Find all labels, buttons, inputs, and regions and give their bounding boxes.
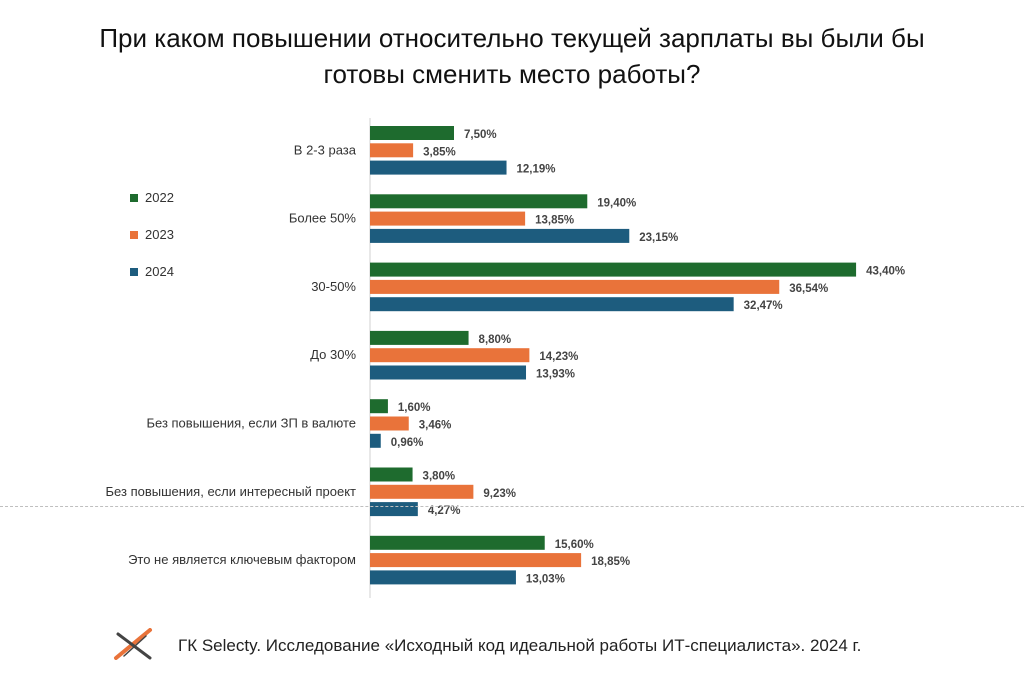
bar-2023: [370, 484, 474, 499]
selecty-logo-icon: [114, 628, 152, 660]
data-label: 3,46%: [419, 420, 452, 432]
data-label: 12,19%: [517, 164, 556, 176]
bar-2024: [370, 365, 527, 380]
legend-swatch-2022: [130, 194, 138, 202]
data-label: 13,03%: [526, 573, 565, 585]
footer: ГК Selecty. Исследование «Исходный код и…: [0, 628, 1024, 668]
legend-swatch-2023: [130, 231, 138, 239]
bar-2023: [370, 279, 780, 294]
category-label: В 2-3 раза: [294, 142, 357, 157]
data-label: 1,60%: [398, 402, 431, 414]
data-label: 4,27%: [428, 505, 461, 517]
data-label: 32,47%: [744, 300, 783, 312]
bar-2022: [370, 535, 545, 550]
bar-2023: [370, 143, 414, 158]
bar-2023: [370, 553, 582, 568]
category-label: Без повышения, если ЗП в валюте: [146, 416, 356, 431]
category-label: 30-50%: [311, 279, 356, 294]
data-label: 7,50%: [464, 129, 497, 141]
bar-2022: [370, 126, 454, 140]
legend-label: 2023: [145, 227, 174, 242]
bar-2024: [370, 160, 507, 175]
bar-2022: [370, 467, 413, 482]
data-label: 43,40%: [866, 266, 905, 278]
data-label: 8,80%: [479, 334, 512, 346]
chart-title-line-1: При каком повышении относительно текущей…: [99, 23, 925, 53]
data-label: 15,60%: [555, 539, 594, 551]
data-label: 9,23%: [483, 488, 516, 500]
data-label: 23,15%: [639, 232, 678, 244]
bar-2024: [370, 502, 418, 517]
footer-source-text: ГК Selecty. Исследование «Исходный код и…: [178, 636, 862, 655]
data-label: 13,93%: [536, 369, 575, 381]
bar-2024: [370, 433, 381, 448]
bar-2023: [370, 211, 526, 226]
legend-swatch-2024: [130, 268, 138, 276]
bar-2023: [370, 348, 530, 363]
data-label: 19,40%: [597, 197, 636, 209]
legend-label: 2024: [145, 264, 174, 279]
category-label: Это не является ключевым фактором: [128, 552, 356, 567]
bar-chart: В 2-3 раза 7,50% 3,85% 12,19% Более 50% 19,40…: [106, 118, 905, 598]
bar-2024: [370, 228, 630, 243]
bar-2023: [370, 416, 409, 431]
legend-label: 2022: [145, 190, 174, 205]
data-label: 3,85%: [423, 146, 456, 158]
data-label: 0,96%: [391, 437, 424, 449]
data-label: 3,80%: [423, 471, 456, 483]
bar-2022: [370, 194, 588, 209]
category-label: Без повышения, если интересный проект: [106, 484, 357, 499]
data-label: 36,54%: [789, 283, 828, 295]
data-label: 14,23%: [539, 351, 578, 363]
category-label: До 30%: [310, 347, 356, 362]
chart-title: При каком повышении относительно текущей…: [0, 20, 1024, 92]
dashed-divider: [0, 506, 1024, 507]
bar-2022: [370, 330, 469, 345]
bar-2024: [370, 297, 734, 312]
chart-title-line-2: готовы сменить место работы?: [323, 59, 701, 89]
bar-2024: [370, 570, 516, 585]
bar-2022: [370, 262, 857, 277]
data-label: 18,85%: [591, 556, 630, 568]
data-label: 13,85%: [535, 215, 574, 227]
bar-2022: [370, 399, 388, 414]
category-label: Более 50%: [289, 211, 357, 226]
